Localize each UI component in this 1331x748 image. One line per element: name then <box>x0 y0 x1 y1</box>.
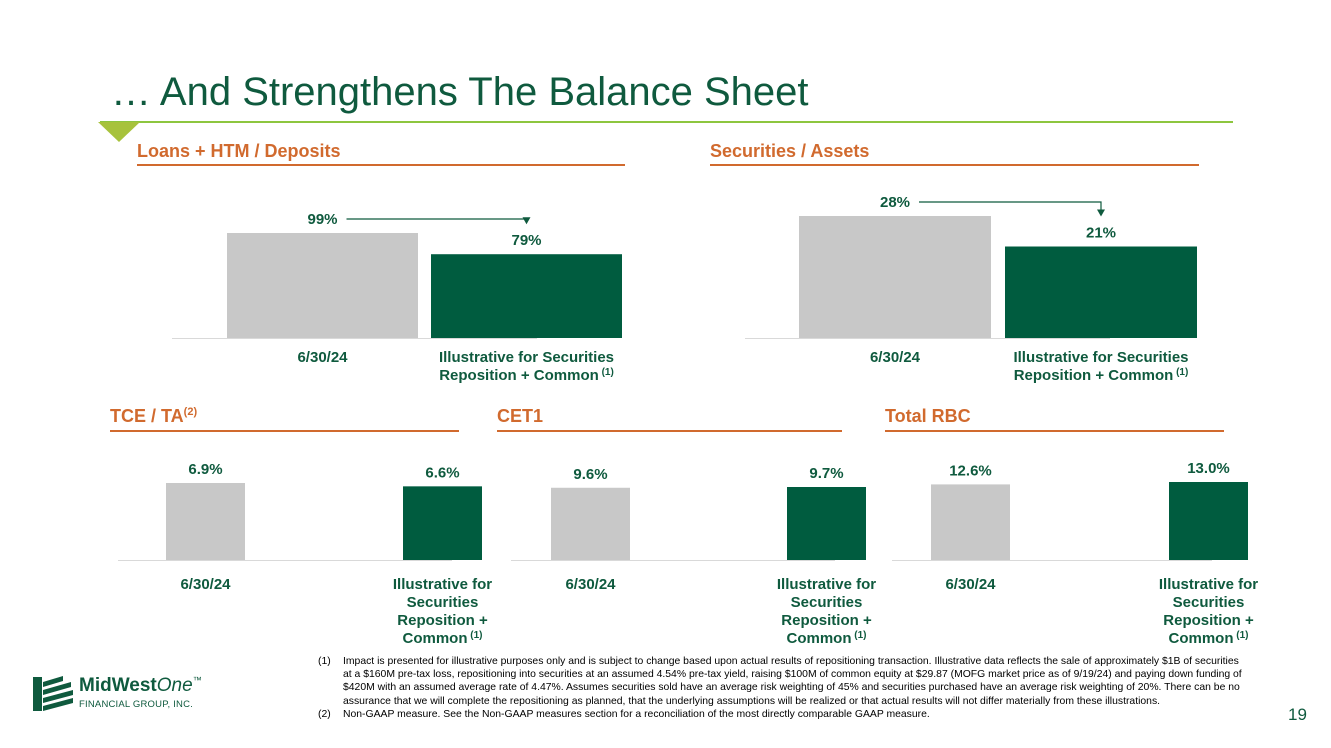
panel-title-superscript: (2) <box>183 406 198 418</box>
data-label: 9.7% <box>809 465 843 482</box>
panel-title-text: TCE / TA <box>110 406 184 426</box>
category-label: Illustrative for Securities Reposition + Co… <box>777 576 876 647</box>
footnote-number: (1) <box>318 656 331 667</box>
footnote-marker: (1) <box>468 630 483 641</box>
category-label: 6/30/24 <box>180 576 231 593</box>
change-arrow <box>346 218 528 220</box>
title-triangle-marker <box>98 122 140 142</box>
bar-6-30-24 <box>166 483 245 560</box>
footnote-marker: (1) <box>852 630 867 641</box>
footnote-text: Non-GAAP measure. See the Non-GAAP measu… <box>343 708 930 720</box>
bar-illustrative <box>1169 482 1248 560</box>
logo-subtitle: FINANCIAL GROUP, INC. <box>79 699 193 710</box>
panel-underline <box>710 164 1199 166</box>
bar-chart: 12.6% 13.0% 6/30/24 Illustrative for Securit… <box>892 460 1258 647</box>
panel-underline <box>885 430 1224 432</box>
panel-title: Loans + HTM / Deposits <box>137 141 341 162</box>
bar-illustrative <box>1005 246 1197 338</box>
logo-trademark: ™ <box>192 675 202 685</box>
data-label: 21% <box>1086 225 1116 242</box>
category-label: Illustrative for Securities Reposition + Co… <box>1159 576 1258 647</box>
panel-title-text: Total RBC <box>885 406 971 426</box>
arrowhead-icon <box>522 217 531 225</box>
data-label: 9.6% <box>573 466 607 483</box>
arrowhead-icon <box>1097 209 1105 217</box>
panel-title: Securities / Assets <box>710 141 869 162</box>
panel-title: Total RBC <box>885 406 971 427</box>
footnote-marker: (1) <box>599 367 614 378</box>
panel-total-rbc: Total RBC 12.6% 13.0% 6/30/24 Illustrative … <box>885 406 1258 647</box>
bar-chart: 99% 79% 6/30/24 Illustrative for Securities… <box>172 211 622 384</box>
leaf-stripes-logo-icon <box>33 676 73 711</box>
change-arrow <box>919 201 1102 211</box>
bar-illustrative <box>403 486 482 560</box>
data-label: 13.0% <box>1187 460 1230 477</box>
bar-6-30-24 <box>227 233 418 338</box>
logo-name-italic: One <box>156 675 193 696</box>
logo-wordmark: MidWestOne™ <box>79 675 202 697</box>
panel-underline <box>137 164 625 166</box>
footnote-marker: (1) <box>1234 630 1249 641</box>
category-label: 6/30/24 <box>565 576 616 593</box>
bar-chart: 6.9% 6.6% 6/30/24 Illustrative for Securitie… <box>118 461 492 647</box>
data-label: 28% <box>880 194 910 211</box>
midwestone-logo: MidWestOne™ FINANCIAL GROUP, INC. <box>33 672 223 717</box>
category-label: 6/30/24 <box>297 349 348 366</box>
data-label: 6.6% <box>425 464 459 481</box>
bar-illustrative <box>787 487 866 560</box>
footnotes: (1) Impact is presented for illustrative… <box>318 655 1243 721</box>
footnote-text: Impact is presented for illustrative pur… <box>343 656 1242 707</box>
panel-tce-ta: TCE / TA(2) 6.9% 6.6% 6/30/24 Illustrative … <box>110 406 492 647</box>
data-label: 6.9% <box>188 461 222 478</box>
footnote-marker: (1) <box>1173 367 1188 378</box>
page-number: 19 <box>1288 705 1307 724</box>
category-label: Illustrative for Securities Reposition + … <box>439 349 614 384</box>
data-label: 12.6% <box>949 462 992 479</box>
category-label: 6/30/24 <box>945 576 996 593</box>
data-label: 79% <box>511 232 541 249</box>
slide-title: … And Strengthens The Balance Sheet <box>111 70 809 114</box>
panel-underline <box>110 430 459 432</box>
bar-chart: 28% 21% 6/30/24 Illustrative for Securities… <box>745 194 1197 384</box>
footnote-1: (1) Impact is presented for illustrative… <box>318 655 1243 708</box>
panel-title: CET1 <box>497 406 543 427</box>
panel-underline <box>497 430 842 432</box>
bar-6-30-24 <box>551 487 630 560</box>
panel-cet1: CET1 9.6% 9.7% 6/30/24 Illustrative for Secu… <box>497 406 876 647</box>
category-label: Illustrative for Securities Reposition + … <box>1013 349 1188 384</box>
bar-illustrative <box>431 254 622 338</box>
panel-title-text: CET1 <box>497 406 544 426</box>
bar-6-30-24 <box>931 484 1010 560</box>
logo-name-main: MidWest <box>79 675 157 696</box>
data-label: 99% <box>307 211 337 228</box>
panel-securities-assets: Securities / Assets 28% 21% 6/30/24 Illustr… <box>710 141 1199 391</box>
panel-title: TCE / TA(2) <box>110 406 197 427</box>
category-label: 6/30/24 <box>870 349 921 366</box>
footnote-2: (2) Non-GAAP measure. See the Non-GAAP m… <box>318 708 1243 721</box>
title-underline <box>100 121 1233 123</box>
panel-title-text: Securities / Assets <box>710 141 870 161</box>
bar-chart: 9.6% 9.7% 6/30/24 Illustrative for Securitie… <box>511 465 876 647</box>
footnote-number: (2) <box>318 708 331 720</box>
panel-loans-htm-deposits: Loans + HTM / Deposits 99% 79% 6/30/24 Illu… <box>137 141 625 391</box>
category-label: Illustrative for Securities Reposition + Co… <box>393 576 492 647</box>
bar-6-30-24 <box>799 216 991 338</box>
panel-title-text: Loans + HTM / Deposits <box>137 141 341 161</box>
